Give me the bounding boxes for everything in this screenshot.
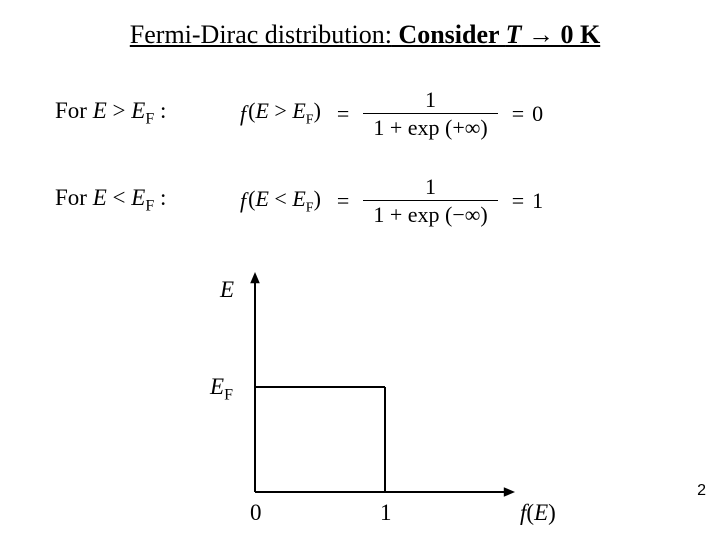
- title-T: T: [506, 20, 522, 49]
- case-less-row: For E < EF : f (E < EF) = 1 1 + exp (−∞)…: [55, 175, 675, 226]
- axis-label-fE: f(E): [520, 500, 556, 526]
- tick-label-0: 0: [250, 500, 262, 526]
- case-greater-row: For E > EF : f (E > EF) = 1 1 + exp (+∞)…: [55, 88, 675, 139]
- fraction-lt: 1 1 + exp (−∞): [363, 175, 497, 226]
- case-greater-equation: f (E > EF) = 1 1 + exp (+∞) = 0: [240, 88, 543, 139]
- case-less-equation: f (E < EF) = 1 1 + exp (−∞) = 1: [240, 175, 543, 226]
- fraction-gt: 1 1 + exp (+∞): [363, 88, 497, 139]
- title-part2-prefix: Consider: [392, 20, 506, 49]
- title-part1: Fermi-Dirac distribution:: [130, 20, 392, 49]
- step-function-chart: E EF 0 1 f(E): [185, 262, 615, 542]
- title-arrow: →: [521, 20, 560, 49]
- axis-label-EF: EF: [210, 374, 233, 405]
- case-less-label: For E < EF :: [55, 185, 240, 216]
- tick-label-1: 1: [380, 500, 392, 526]
- case-greater-label: For E > EF :: [55, 98, 240, 129]
- title-end: 0 K: [560, 20, 600, 49]
- page-number: 2: [697, 482, 706, 500]
- axis-label-E: E: [220, 277, 234, 303]
- slide-title: Fermi-Dirac distribution: Consider T → 0…: [55, 20, 675, 50]
